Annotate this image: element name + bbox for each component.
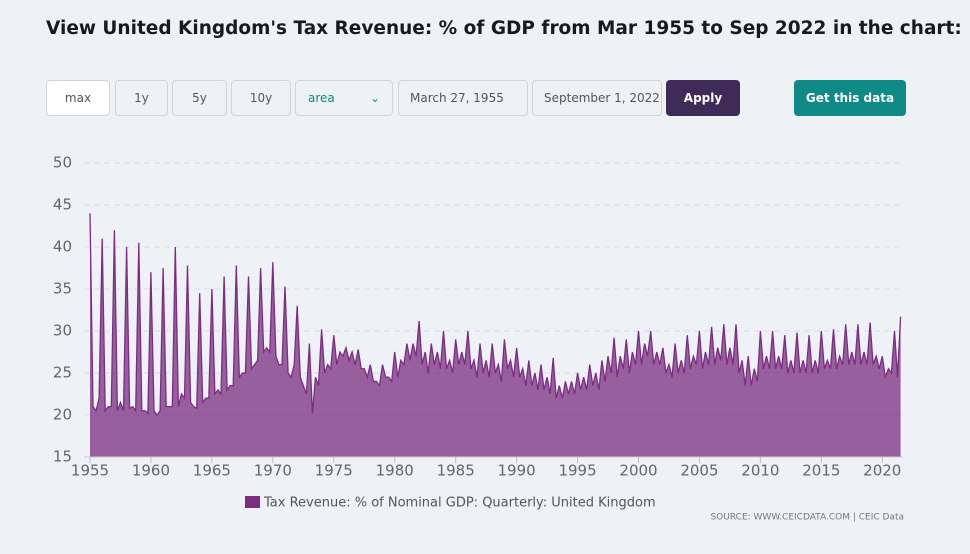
area [90,213,901,457]
chart-type-select[interactable]: area ⌄ [295,80,393,116]
range-button[interactable]: 5y [172,80,227,116]
x-tick-label: 1985 [437,462,475,480]
select-value: area [308,91,335,105]
x-tick-label: 1990 [498,462,536,480]
apply-button[interactable]: Apply [666,80,740,116]
page-title: View United Kingdom's Tax Revenue: % of … [46,18,962,39]
y-tick-label: 45 [53,196,72,214]
start-date-input[interactable]: March 27, 1955 [398,80,528,116]
range-button[interactable]: 10y [231,80,291,116]
end-date-input[interactable]: September 1, 2022 [532,80,662,116]
source-note: SOURCE: WWW.CEICDATA.COM | CEIC Data [710,513,904,523]
select-arrow: ⌄ [369,91,380,105]
range-button[interactable]: 1y [115,80,168,116]
line [89,213,902,417]
y-tick-label: 35 [53,280,72,298]
y-tick-label: 20 [53,406,72,424]
x-tick-label: 1970 [254,462,292,480]
x-tick-label: 1980 [376,462,414,480]
x-tick-label: 1960 [132,462,170,480]
y-tick-label: 25 [53,364,72,382]
y-tick-label: 50 [53,154,72,172]
x-tick-label: 2010 [741,462,779,480]
legend-label: Tax Revenue: % of Nominal GDP: Quarterly… [263,496,656,511]
x-tick-label: 2015 [802,462,840,480]
y-tick-label: 40 [53,238,72,256]
x-tick-label: 2000 [619,462,657,480]
range-button[interactable]: max [46,80,110,116]
get-data-button[interactable]: Get this data [794,80,906,116]
y-tick-label: 15 [53,448,72,466]
x-tick-label: 1975 [315,462,353,480]
y-tick-label: 30 [53,322,72,340]
x-tick-label: 1965 [193,462,231,480]
x-tick-label: 2005 [680,462,718,480]
x-tick-label: 2020 [863,462,901,480]
legend-swatch [245,496,260,508]
x-tick-label: 1995 [558,462,596,480]
x-tick-label: 1955 [71,462,109,480]
